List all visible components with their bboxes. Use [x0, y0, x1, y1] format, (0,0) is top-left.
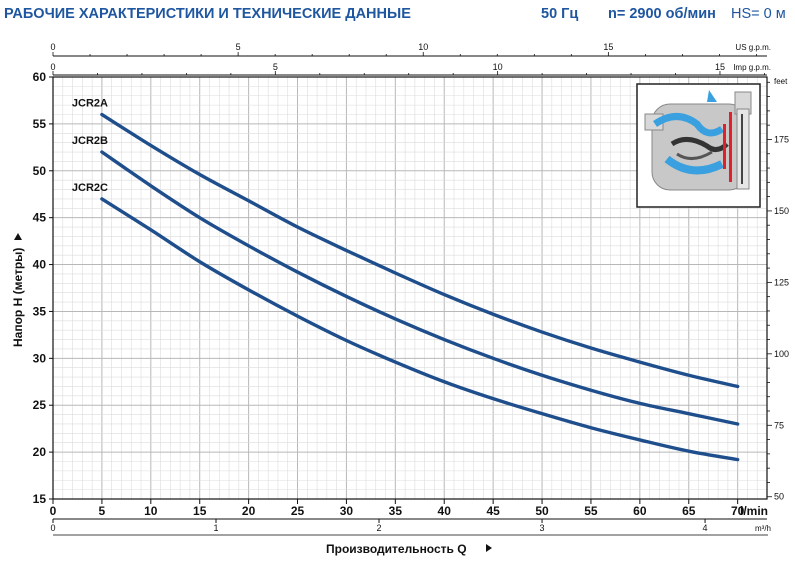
feet-tick-label: 75: [774, 420, 784, 430]
y-tick-label: 25: [33, 398, 47, 412]
x-tick-label: 45: [486, 504, 500, 518]
us-gpm-tick-label: 10: [418, 42, 428, 52]
x-tick-label: 25: [291, 504, 305, 518]
imp-gpm-tick-label: 5: [273, 62, 278, 72]
feet-tick-label: 150: [774, 206, 789, 216]
y-tick-label: 15: [33, 492, 47, 506]
x-tick-label: 30: [340, 504, 354, 518]
plot-frame: [52, 76, 768, 500]
imp-gpm-tick-label: 15: [715, 62, 725, 72]
x-unit-label: l/min: [740, 504, 768, 518]
series-label-jcr2c: JCR2C: [72, 182, 108, 194]
hs-label: HS= 0 м: [731, 6, 786, 22]
y-tick-label: 30: [33, 351, 47, 365]
x-tick-label: 50: [535, 504, 549, 518]
y-tick-label: 35: [33, 304, 47, 318]
feet-tick-label: 125: [774, 277, 789, 287]
feet-tick-label: 175: [774, 134, 789, 144]
us-gpm-tick-label: 5: [236, 42, 241, 52]
x-tick-label: 5: [99, 504, 106, 518]
y-tick-label: 40: [33, 258, 47, 272]
x-tick-label: 20: [242, 504, 256, 518]
curves: JCR2A JCR2B JCR2C: [72, 98, 740, 462]
us-gpm-tick-label: 15: [603, 42, 613, 52]
us-gpm-tick-label: 0: [50, 42, 55, 52]
series-label-jcr2a: JCR2A: [72, 98, 108, 110]
x-tick-label: 70: [731, 504, 745, 518]
m3h-tick-label: 0: [50, 523, 55, 533]
us-gpm-unit-label: US g.p.m.: [735, 43, 771, 52]
feet-tick-label: 50: [774, 492, 784, 502]
y-tick-label: 20: [33, 445, 47, 459]
x-tick-label: 35: [389, 504, 403, 518]
y-tick-label: 60: [33, 70, 47, 84]
series-line-jcr2b: [100, 150, 740, 426]
x-tick-label: 10: [144, 504, 158, 518]
pump-cross-section-icon: [636, 83, 761, 208]
series-line-jcr2a: [100, 112, 740, 389]
axes: [52, 76, 768, 500]
m3h-unit-label: m³/h: [755, 524, 771, 533]
x-tick-label: 40: [438, 504, 452, 518]
y-axis-label: Напор H (метры): [11, 248, 25, 347]
y-tick-label: 55: [33, 117, 47, 131]
y-axis-arrow-icon: [14, 233, 22, 240]
imp-gpm-unit-label: Imp g.p.m.: [733, 63, 771, 72]
x-tick-label: 65: [682, 504, 696, 518]
x-tick-label: 60: [633, 504, 647, 518]
m3h-tick-label: 1: [214, 523, 219, 533]
feet-tick-label: 100: [774, 349, 789, 359]
m3h-tick-label: 3: [540, 523, 545, 533]
series-line-jcr2c: [100, 197, 740, 462]
x-axis-label: Производительность Q: [326, 542, 467, 556]
m3h-tick-label: 4: [703, 523, 708, 533]
m3h-tick-label: 2: [377, 523, 382, 533]
feet-unit-label: feet: [774, 77, 788, 86]
series-label-jcr2b: JCR2B: [72, 135, 108, 147]
speed-label: n= 2900 об/мин: [608, 6, 716, 22]
x-tick-label: 55: [584, 504, 598, 518]
x-axis-arrow-icon: [486, 544, 492, 552]
imp-gpm-tick-label: 10: [493, 62, 503, 72]
x-tick-label: 15: [193, 504, 207, 518]
tick-labels: 0 5 10 15 20 25 30 35 40 45 50 55 60 65 70l/min1520253…: [33, 42, 789, 533]
imp-gpm-tick-label: 0: [50, 62, 55, 72]
frequency-label: 50 Гц: [541, 6, 579, 22]
x-tick-label: 0: [50, 504, 57, 518]
y-tick-label: 45: [33, 211, 47, 225]
y-axis-title: Напор H (метры): [11, 233, 25, 347]
chart-title: РАБОЧИЕ ХАРАКТЕРИСТИКИ И ТЕХНИЧЕСКИЕ ДАН…: [4, 6, 411, 22]
y-tick-label: 50: [33, 164, 47, 178]
